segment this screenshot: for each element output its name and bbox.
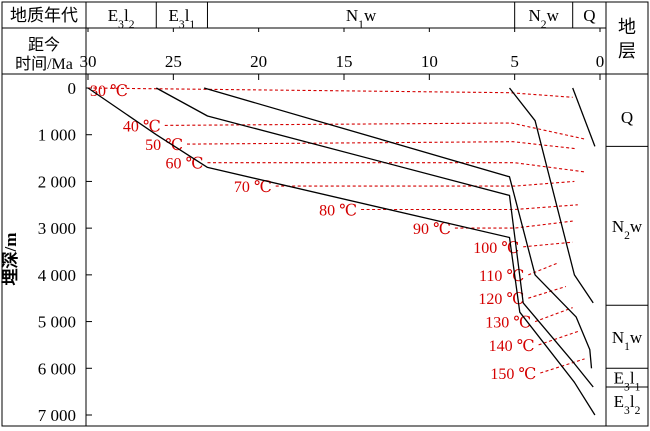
age-label: 地质年代 <box>10 6 78 25</box>
age-cell-label: E3l2 <box>108 6 135 31</box>
x-tick-label: 30 <box>80 52 97 71</box>
isotherm-100 <box>523 241 573 248</box>
time-label-line2: 时间/Ma <box>15 55 73 73</box>
isotherm-30 <box>87 87 573 98</box>
x-tick-label: 0 <box>596 52 605 71</box>
isotherm-70 <box>275 180 575 187</box>
strata-unit-label: N1w <box>612 328 643 353</box>
isotherm-label-140: 140 ℃ <box>489 338 535 355</box>
y-tick-label: 6 000 <box>38 359 76 378</box>
isotherm-80 <box>361 204 578 211</box>
burial-curve-3 <box>203 87 593 369</box>
isotherm-label-150: 150 ℃ <box>490 366 536 383</box>
y-tick-label: 5 000 <box>38 313 76 332</box>
isotherm-label-110: 110 ℃ <box>479 268 524 285</box>
isotherm-label-100: 100 ℃ <box>473 240 519 257</box>
y-tick-label: 2 000 <box>38 172 76 191</box>
isotherm-label-60: 60 ℃ <box>166 156 204 173</box>
y-tick-label: 0 <box>68 79 77 98</box>
isotherm-label-120: 120 ℃ <box>478 291 524 308</box>
isotherms: 30 ℃ 40 ℃ 50 ℃ 60 ℃ 70 ℃ 80 ℃ 90 ℃ 100 ℃ 110 ℃ 12… <box>87 83 587 383</box>
x-tick-label: 5 <box>510 52 519 71</box>
strata-title-char2: 层 <box>618 41 636 61</box>
time-label-line1: 距今 <box>28 36 60 54</box>
isotherm-label-40: 40 ℃ <box>123 118 161 135</box>
x-tick-label: 15 <box>336 52 353 71</box>
burial-curve-1 <box>87 87 596 416</box>
burial-curve-5 <box>572 87 596 147</box>
isotherm-label-80: 80 ℃ <box>319 202 357 219</box>
x-tick-label: 25 <box>165 52 182 71</box>
isotherm-label-90: 90 ℃ <box>413 221 451 238</box>
burial-curve-4 <box>508 87 594 304</box>
isotherm-label-70: 70 ℃ <box>234 179 272 196</box>
isotherm-50 <box>186 141 577 150</box>
burial-curve-2 <box>155 87 594 388</box>
age-cell-label: Q <box>583 6 595 25</box>
strata-unit-label: E3l2 <box>614 392 641 417</box>
isotherm-140 <box>538 330 580 346</box>
isotherm-label-30: 30 ℃ <box>90 83 128 100</box>
x-tick-label: 20 <box>250 52 267 71</box>
isotherm-label-50: 50 ℃ <box>145 137 183 154</box>
strata-unit-label: Q <box>621 108 633 127</box>
isotherm-120 <box>528 285 567 299</box>
y-tick-label: 4 000 <box>38 266 76 285</box>
isotherm-130 <box>534 307 573 323</box>
strata-title-char1: 地 <box>618 17 636 37</box>
y-axis-label: 埋深/m <box>0 233 20 286</box>
x-tick-label: 10 <box>421 52 438 71</box>
y-tick-label: 3 000 <box>38 219 76 238</box>
strata-unit-label: E3l1 <box>614 369 641 394</box>
y-axis: 0 1 000 2 000 3 000 4 000 5 000 6 000 7 000 埋深/m <box>0 79 92 425</box>
y-tick-label: 7 000 <box>38 406 76 425</box>
isotherm-40 <box>164 122 587 140</box>
age-cell-label: E3l1 <box>169 6 196 31</box>
strata-unit-label: N2w <box>612 217 643 242</box>
y-tick-label: 1 000 <box>38 126 76 145</box>
x-axis: 30 25 20 15 10 5 0 <box>80 28 605 80</box>
age-cell-label: N1w <box>346 6 377 31</box>
burial-curves <box>87 87 596 416</box>
isotherm-label-130: 130 ℃ <box>485 315 531 332</box>
age-cell-label: N2w <box>529 6 560 31</box>
isotherm-60 <box>207 162 587 173</box>
